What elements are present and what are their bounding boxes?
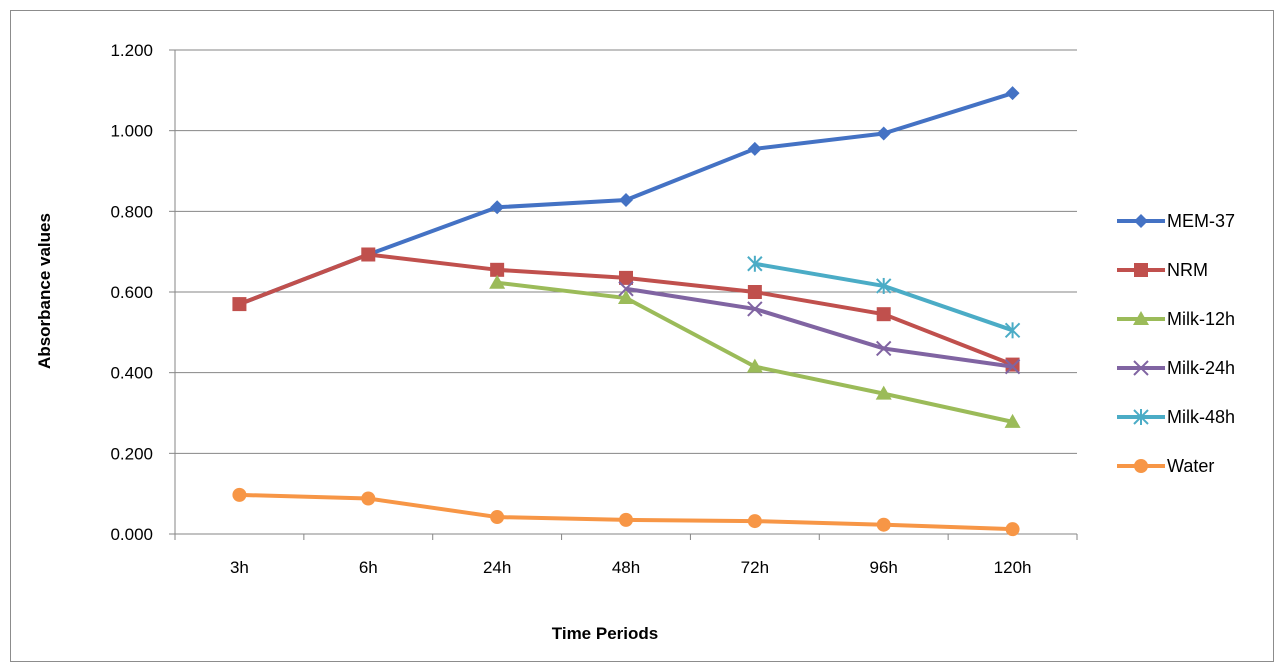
series-group (232, 86, 1021, 537)
data-point-milk-12h (875, 385, 892, 400)
legend-marker (1134, 459, 1148, 473)
data-point-water (1005, 522, 1020, 537)
legend: MEM-37 NRM Milk-12h Milk-24h Milk-48h Water (1117, 211, 1235, 476)
series-milk-12h (489, 274, 1021, 428)
data-point-water (747, 514, 762, 529)
data-point-milk-24h (747, 301, 763, 317)
legend-item-nrm: NRM (1117, 260, 1208, 280)
legend-marker (1133, 409, 1149, 425)
data-point-nrm (876, 307, 891, 322)
y-tick-label: 1.200 (110, 41, 153, 60)
legend-item-milk-24h: Milk-24h (1117, 358, 1235, 378)
data-point-mem-37 (1005, 86, 1020, 101)
data-point-mem-37 (490, 200, 505, 215)
data-point-milk-24h (618, 281, 634, 297)
x-marker-stroke (1004, 358, 1021, 375)
data-point-milk-12h (746, 358, 763, 373)
legend-marker (1134, 263, 1148, 277)
x-marker-stroke (1133, 360, 1149, 376)
data-point-water (232, 487, 247, 502)
legend-marker (1133, 360, 1149, 376)
axes (169, 49, 1078, 540)
data-point-milk-48h (1004, 322, 1021, 339)
legend-label: Milk-24h (1167, 358, 1235, 378)
x-tick-label: 96h (870, 558, 898, 577)
y-tick-label: 0.800 (110, 202, 153, 221)
x-tick-label: 24h (483, 558, 511, 577)
x-tick-label: 120h (994, 558, 1032, 577)
legend-item-milk-48h: Milk-48h (1117, 407, 1235, 427)
gridlines (175, 49, 1077, 454)
x-tick-label: 48h (612, 558, 640, 577)
chart-frame (10, 10, 1274, 662)
x-tick-labels: 3h 6h 24h 48h 72h 96h 120h (230, 558, 1032, 577)
data-point-nrm (747, 285, 762, 299)
legend-item-water: Water (1117, 456, 1214, 476)
x-tick-label: 6h (359, 558, 378, 577)
y-tick-labels: 0.000 0.200 0.400 0.600 0.800 1.000 1.200 (110, 41, 153, 544)
data-point-milk-24h (1004, 358, 1021, 375)
data-point-milk-24h (876, 340, 892, 357)
y-tick-label: 0.200 (110, 444, 153, 463)
legend-marker (1134, 214, 1148, 228)
data-point-nrm (490, 262, 505, 277)
legend-label: Milk-12h (1167, 309, 1235, 329)
data-point-nrm (619, 270, 633, 285)
legend-item-milk-12h: Milk-12h (1117, 309, 1235, 329)
legend-label: Water (1167, 456, 1214, 476)
legend-item-mem-37: MEM-37 (1117, 211, 1235, 231)
data-point-milk-12h (618, 290, 634, 305)
data-point-milk-48h (747, 255, 763, 272)
series-water (232, 487, 1020, 537)
x-marker-stroke (747, 301, 763, 317)
x-axis-title: Time Periods (552, 624, 658, 643)
data-point-water (619, 512, 633, 527)
data-point-milk-12h (1004, 413, 1021, 428)
data-point-milk-48h (876, 277, 892, 294)
x-tick-label: 72h (741, 558, 769, 577)
y-tick-label: 1.000 (110, 122, 153, 141)
y-tick-label: 0.600 (110, 283, 153, 302)
data-point-mem-37 (747, 141, 762, 156)
data-point-mem-37 (619, 193, 633, 208)
y-axis-title: Absorbance values (35, 213, 54, 369)
legend-label: MEM-37 (1167, 211, 1235, 231)
y-tick-label: 0.400 (110, 364, 153, 383)
x-tick-label: 3h (230, 558, 249, 577)
series-milk-24h (618, 281, 1021, 375)
data-point-nrm (361, 247, 376, 262)
legend-marker (1133, 311, 1149, 325)
y-tick-label: 0.000 (110, 525, 153, 544)
data-point-milk-12h (489, 274, 506, 289)
data-point-water (361, 491, 376, 506)
legend-label: NRM (1167, 260, 1208, 280)
x-marker-stroke (618, 281, 634, 297)
data-point-water (876, 517, 891, 532)
data-point-water (490, 510, 505, 525)
legend-label: Milk-48h (1167, 407, 1235, 427)
x-marker-stroke (876, 340, 892, 357)
series-nrm (232, 247, 1020, 372)
series-line-milk-24h (625, 286, 1013, 369)
series-milk-48h (747, 255, 1021, 339)
data-point-nrm (232, 297, 247, 312)
data-point-mem-37 (876, 126, 891, 141)
